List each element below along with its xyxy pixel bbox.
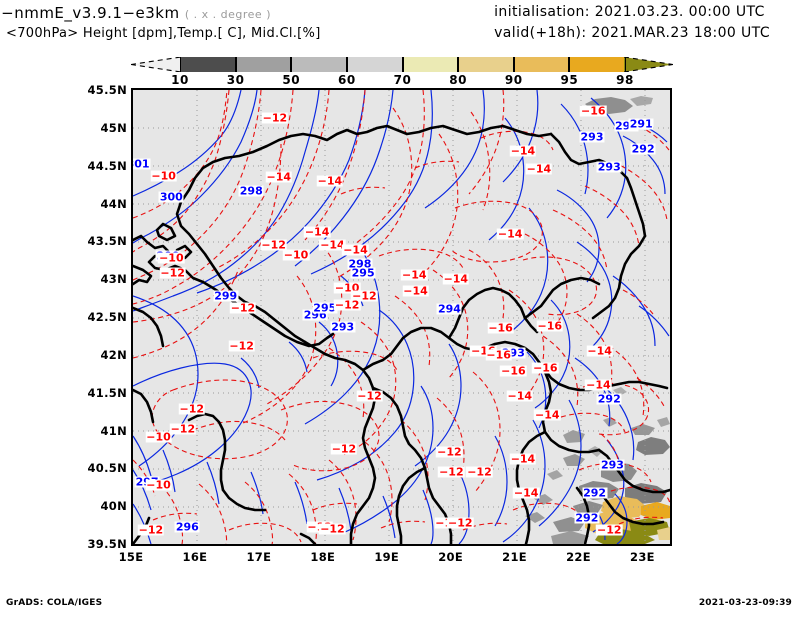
- colorbar-tick-label: 98: [616, 73, 634, 87]
- colorbar-tick-label: 80: [449, 73, 467, 87]
- colorbar-high-tail: [623, 56, 674, 73]
- longitude-tick-label: 19E: [374, 550, 400, 564]
- footer-timestamp: 2021-03-23-09:39: [698, 598, 792, 608]
- map-graphics: [133, 90, 670, 544]
- colorbar: 10 30 50 60 70 80 90 95 98: [130, 56, 674, 87]
- colorbar-tick-mark: [458, 57, 460, 72]
- colorbar-tick-label: 95: [560, 73, 579, 87]
- colorbar-segment: [346, 57, 403, 72]
- longitude-tick-label: 16E: [182, 550, 208, 564]
- colorbar-tick-mark: [291, 57, 293, 72]
- latitude-tick-label: 43.5N: [87, 234, 127, 249]
- colorbar-segment: [402, 57, 459, 72]
- colorbar-tick-label: 10: [171, 73, 189, 87]
- colorbar-tick-mark: [180, 57, 181, 72]
- longitude-tick-label: 18E: [310, 550, 336, 564]
- latitude-tick-label: 42N: [100, 347, 127, 362]
- footer: GrADS: COLA/IGES 2021-03-23-09:39: [0, 598, 800, 618]
- colorbar-tick-label: 30: [226, 73, 245, 87]
- latitude-tick-label: 44.5N: [87, 158, 127, 173]
- latitude-axis-labels: 45.5N 45N 44.5N 44N 43.5N 43N 42.5N 42N 41.5N 41N…: [79, 83, 127, 551]
- latitude-tick-label: 45.5N: [87, 83, 127, 97]
- header: F−nmmE_v3.9.1−e3km ( . x . degree ) <700…: [0, 0, 800, 52]
- longitude-tick-label: 23E: [630, 550, 655, 564]
- colorbar-segment: [291, 57, 347, 72]
- colorbar-segment: [458, 57, 514, 72]
- latitude-tick-label: 41N: [100, 423, 127, 438]
- model-name-line: F−nmmE_v3.9.1−e3km ( . x . degree ): [0, 4, 412, 22]
- latitude-tick-label: 43N: [100, 272, 127, 287]
- colorbar-tick-label: 60: [338, 73, 356, 87]
- latitude-tick-label: 39.5N: [87, 537, 127, 551]
- model-name: F−nmmE_v3.9.1−e3km: [0, 4, 180, 22]
- colorbar-tick-mark: [569, 57, 571, 72]
- latitude-tick-label: 45N: [100, 120, 127, 135]
- footer-credit: GrADS: COLA/IGES: [6, 598, 103, 608]
- colorbar-segment: [180, 57, 236, 72]
- colorbar-segment: [569, 57, 625, 72]
- longitude-tick-label: 17E: [246, 550, 272, 564]
- colorbar-tick-mark: [513, 57, 515, 72]
- latitude-tick-label: 42.5N: [87, 310, 127, 324]
- model-resolution: ( . x . degree ): [184, 8, 271, 21]
- colorbar-segment: [513, 57, 570, 72]
- level-variables-line: <700hPa> Height [dpm],Temp.[ C], Mid.Cl.…: [6, 26, 321, 41]
- colorbar-tick-label: 50: [282, 73, 301, 87]
- longitude-axis-labels: 15E 16E 17E 18E 19E 20E 21E 22E 23E: [119, 550, 672, 568]
- colorbar-tick-mark: [402, 57, 404, 72]
- latitude-tick-label: 40.5N: [87, 461, 127, 476]
- header-right: initialisation: 2021.03.23. 00:00 UTC va…: [494, 4, 770, 41]
- colorbar-tick-mark: [235, 57, 237, 72]
- colorbar-tick-mark: [625, 57, 626, 72]
- latitude-tick-label: 40N: [100, 499, 127, 514]
- colorbar-low-tail: [130, 56, 182, 73]
- latitude-tick-label: 44N: [100, 196, 127, 211]
- header-left: F−nmmE_v3.9.1−e3km ( . x . degree ) <700…: [0, 4, 412, 41]
- colorbar-tick-labels: 10 30 50 60 70 80 90 95 98: [131, 57, 673, 87]
- colorbar-tick-mark: [346, 57, 348, 72]
- colorbar-tick-label: 90: [504, 73, 523, 87]
- colorbar-segments: [180, 57, 625, 72]
- latitude-tick-label: 41.5N: [87, 385, 127, 400]
- colorbar-segment: [235, 57, 292, 72]
- longitude-tick-label: 21E: [502, 550, 527, 564]
- map-plot-area[interactable]: 3013002982992992982952962932952942932932…: [131, 88, 672, 546]
- longitude-tick-label: 15E: [118, 550, 144, 564]
- longitude-tick-label: 22E: [566, 550, 591, 564]
- initialisation-time: initialisation: 2021.03.23. 00:00 UTC: [494, 4, 765, 20]
- valid-time: valid(+18h): 2021.MAR.23 18:00 UTC: [494, 25, 770, 41]
- temperature-contours: [133, 90, 670, 544]
- longitude-tick-label: 20E: [438, 550, 464, 564]
- map-container: 45.5N 45N 44.5N 44N 43.5N 43N 42.5N 42N 41.5N 41N…: [88, 83, 672, 564]
- colorbar-tick-label: 70: [393, 73, 412, 87]
